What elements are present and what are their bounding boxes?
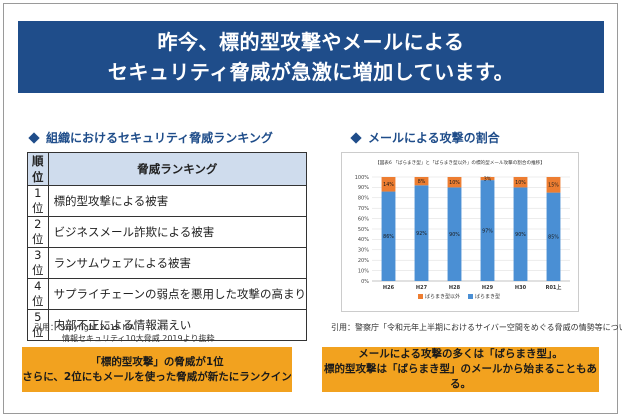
table-row: 4 位 サプライチェーンの弱点を悪用した攻撃の高まり bbox=[27, 278, 308, 310]
rank-cell: 3 位 bbox=[27, 247, 49, 279]
bar-label-non-baramaki: 10% bbox=[449, 180, 460, 186]
title-banner: 昨今、標的型攻撃やメールによる セキュリティ脅威が急激に増加しています。 bbox=[18, 21, 604, 93]
chart-x-ticks: H26 H27 H28 H29 H30 R01上 bbox=[383, 284, 561, 291]
bar-label-baramaki: 90% bbox=[515, 232, 526, 238]
table-row: 1 位 標的型攻撃による被害 bbox=[27, 185, 308, 217]
bar-label-baramaki: 85% bbox=[548, 235, 559, 241]
mail-attack-section-title: メールによる攻撃の割合 bbox=[350, 129, 500, 146]
bar-non-baramaki bbox=[414, 177, 429, 186]
threat-cell: 内部不正による情報漏えい bbox=[47, 309, 308, 341]
y-tick-label: 70% bbox=[358, 206, 369, 212]
table-row: 3 位 ランサムウェアによる被害 bbox=[27, 247, 308, 279]
y-tick-label: 60% bbox=[358, 216, 369, 222]
x-tick-label: R01上 bbox=[546, 284, 562, 291]
ranking-callout: 「標的型攻撃」の脅威が1位 さらに、2位にもメールを使った脅威が新たにランクイン bbox=[22, 347, 292, 392]
threat-cell: サプライチェーンの弱点を悪用した攻撃の高まり bbox=[47, 278, 308, 310]
chart-title: 【図表6 「ばらまき型」と「ばらまき型以外」の標的型メール攻撃の割合の推移】 bbox=[375, 159, 545, 166]
rank-cell: 5 位 bbox=[27, 309, 49, 341]
bar-non-baramaki bbox=[480, 177, 495, 181]
x-tick-label: H27 bbox=[416, 285, 428, 291]
ranking-citation-line-1: 引用：Copyright 2019 IPA bbox=[34, 323, 135, 332]
legend-swatch-non-baramaki bbox=[418, 294, 423, 299]
chart-bars: 86% 14% 92% 8% 90% 10% 97% 3% 90% 10% 85% 15% bbox=[381, 176, 561, 281]
chart-gridlines bbox=[372, 176, 570, 282]
y-tick-label: 10% bbox=[358, 268, 369, 274]
legend-label-non-baramaki: ばらまき型以外 bbox=[425, 293, 460, 300]
ranking-section-title-text: 組織におけるセキュリティ脅威ランキング bbox=[46, 131, 273, 145]
x-tick-label: H28 bbox=[449, 285, 461, 291]
legend-swatch-baramaki bbox=[468, 294, 473, 299]
rank-cell: 1 位 bbox=[27, 185, 49, 217]
diamond-bullet-icon bbox=[28, 131, 40, 144]
mail-attack-citation: 引用：警察庁「令和元年上半期におけるサイバー空間をめぐる脅威の情勢等について」 bbox=[331, 323, 622, 332]
bar-baramaki bbox=[546, 192, 561, 281]
bar-label-baramaki: 90% bbox=[449, 232, 460, 238]
bar-label-non-baramaki: 10% bbox=[515, 180, 526, 186]
chart-legend: ばらまき型以外 ばらまき型 bbox=[418, 293, 500, 300]
header-rank: 順位 bbox=[27, 152, 49, 186]
chart-y-ticks: 0% 10% 20% 30% 40% 50% 60% 70% 80% 90% 100% bbox=[355, 175, 370, 285]
y-tick-label: 20% bbox=[358, 258, 369, 264]
bar-non-baramaki bbox=[381, 177, 396, 192]
y-tick-label: 90% bbox=[358, 185, 369, 191]
rank-cell: 4 位 bbox=[27, 278, 49, 310]
ranking-callout-line-2: さらに、2位にもメールを使った脅威が新たにランクイン bbox=[22, 370, 292, 383]
bar-non-baramaki bbox=[513, 177, 528, 188]
mail-attack-chart: 【図表6 「ばらまき型」と「ばらまき型以外」の標的型メール攻撃の割合の推移】 0… bbox=[341, 152, 579, 312]
bar-label-baramaki: 97% bbox=[482, 228, 493, 234]
bar-label-baramaki: 86% bbox=[383, 234, 394, 240]
threat-cell: 標的型攻撃による被害 bbox=[47, 185, 308, 217]
y-tick-label: 30% bbox=[358, 248, 369, 254]
bar-baramaki bbox=[480, 180, 495, 281]
x-tick-label: H29 bbox=[482, 285, 494, 291]
y-tick-label: 100% bbox=[355, 175, 370, 181]
mail-attack-callout-line-2: 標的型攻撃は「ばらまき型」のメールから始まることもある。 bbox=[324, 363, 597, 390]
mail-attack-callout-line-1: メールによる攻撃の多くは「ばらまき型」。 bbox=[358, 348, 563, 360]
x-tick-label: H26 bbox=[383, 285, 395, 291]
y-tick-label: 0% bbox=[361, 279, 369, 285]
legend-label-baramaki: ばらまき型 bbox=[475, 293, 500, 300]
diamond-bullet-icon bbox=[350, 131, 362, 144]
bar-label-non-baramaki: 14% bbox=[383, 182, 394, 188]
ranking-section-title: 組織におけるセキュリティ脅威ランキング bbox=[28, 129, 273, 146]
table-row: 2 位 ビジネスメール詐欺による被害 bbox=[27, 216, 308, 248]
bar-baramaki bbox=[381, 191, 396, 281]
banner-line-2: セキュリティ脅威が急激に増加しています。 bbox=[107, 60, 515, 84]
threat-ranking-table: 順位 脅威ランキング 1 位 標的型攻撃による被害 2 位 ビジネスメール詐欺に… bbox=[27, 152, 308, 341]
mail-attack-section-title-text: メールによる攻撃の割合 bbox=[368, 131, 500, 145]
x-tick-label: H30 bbox=[515, 285, 527, 291]
bar-label-non-baramaki: 15% bbox=[548, 183, 559, 189]
y-tick-label: 80% bbox=[358, 196, 369, 202]
bar-non-baramaki bbox=[546, 177, 561, 193]
bar-label-baramaki: 92% bbox=[416, 231, 427, 237]
banner-line-1: 昨今、標的型攻撃やメールによる bbox=[157, 30, 465, 54]
table-header-row: 順位 脅威ランキング bbox=[27, 152, 308, 186]
rank-cell: 2 位 bbox=[27, 216, 49, 248]
bar-non-baramaki bbox=[447, 177, 462, 188]
threat-cell: ビジネスメール詐欺による被害 bbox=[47, 216, 308, 248]
bar-label-non-baramaki: 8% bbox=[418, 179, 426, 185]
mail-attack-callout: メールによる攻撃の多くは「ばらまき型」。 標的型攻撃は「ばらまき型」のメールから… bbox=[322, 347, 599, 392]
bar-baramaki bbox=[414, 185, 429, 281]
chart-svg: 【図表6 「ばらまき型」と「ばらまき型以外」の標的型メール攻撃の割合の推移】 0… bbox=[355, 159, 570, 300]
header-threat: 脅威ランキング bbox=[47, 152, 308, 186]
threat-cell: ランサムウェアによる被害 bbox=[47, 247, 308, 279]
bar-label-non-baramaki: 3% bbox=[484, 176, 492, 182]
ranking-citation-line-2: 情報セキュリティ10大脅威 2019より抜粋 bbox=[62, 334, 215, 343]
bar-baramaki bbox=[447, 187, 462, 281]
bar-baramaki bbox=[513, 187, 528, 281]
y-tick-label: 50% bbox=[358, 227, 369, 233]
y-tick-label: 40% bbox=[358, 237, 369, 243]
table-row: 5 位 内部不正による情報漏えい bbox=[27, 309, 308, 341]
ranking-callout-line-1: 「標的型攻撃」の脅威が1位 bbox=[90, 355, 224, 368]
